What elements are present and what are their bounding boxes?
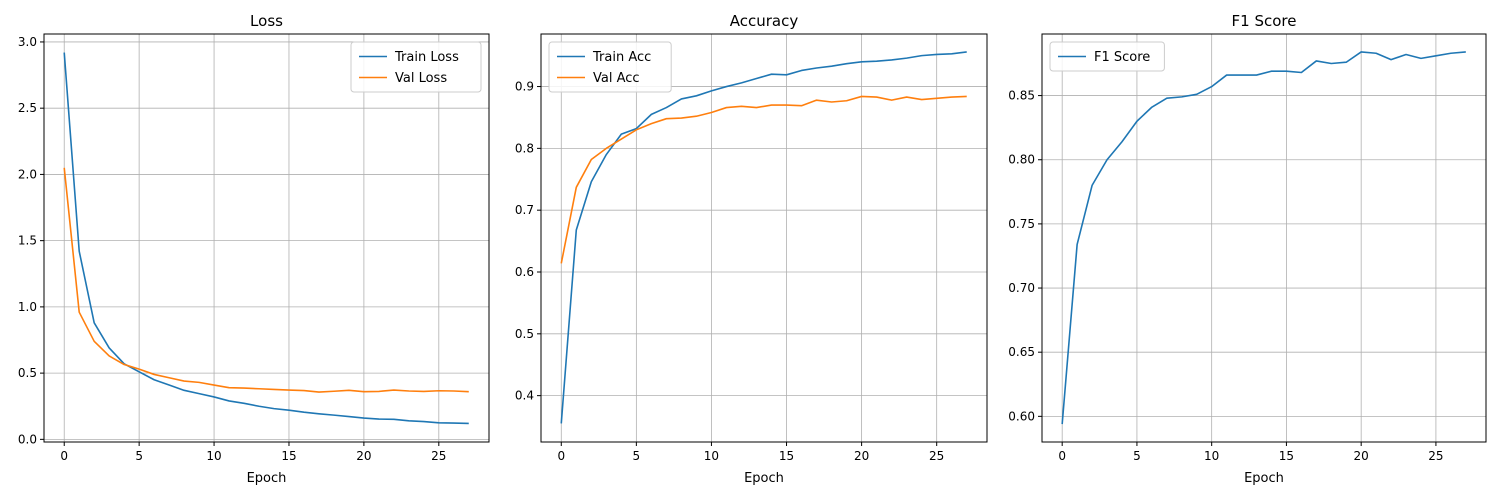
accuracy-x-tick-label: 10 [704, 449, 719, 463]
loss-series-train-loss [63, 52, 469, 425]
f1-score-y-tick-label: 0.80 [1008, 153, 1035, 167]
loss-y-tick-label: 0.0 [18, 432, 37, 446]
loss-legend-box [350, 41, 482, 93]
accuracy-x-tick-label: 0 [557, 449, 565, 463]
accuracy-legend-entry: Train Acc [592, 50, 651, 65]
loss-y-tick-label: 2.5 [18, 101, 37, 115]
loss-x-tick-label: 20 [356, 449, 371, 463]
loss-chart-panel: Loss 0 5 10 15 20 25 0.0 0.5 1.0 1.5 2.0 2.5 3.0 Epoch… [18, 12, 490, 486]
loss-x-tick-label: 15 [281, 449, 296, 463]
accuracy-chart-panel: Accuracy 0 5 10 15 20 25 0.4 0.5 0.6 0.7 0.8 0.9 Epoc… [515, 12, 988, 486]
accuracy-legend-entry: Val Acc [593, 71, 640, 86]
accuracy-y-tick-label: 0.7 [515, 203, 534, 217]
f1-score-chart-panel: F1 Score 0 5 10 15 20 25 0.60 0.65 0.70 0.75 0.80 0.… [1008, 12, 1487, 486]
f1-score-x-axis-label: Epoch [1244, 471, 1284, 486]
accuracy-series-val-acc [560, 95, 967, 264]
accuracy-x-axis-label: Epoch [744, 471, 784, 486]
accuracy-y-tick-label: 0.9 [515, 80, 534, 94]
loss-y-tick-label: 1.5 [18, 234, 37, 248]
f1-score-series-f1-score [1061, 51, 1466, 425]
f1-score-y-tick-label: 0.65 [1008, 345, 1035, 359]
accuracy-y-tick-label: 0.5 [515, 327, 534, 341]
f1-score-y-tick-label: 0.70 [1008, 281, 1035, 295]
f1-score-y-tick-label: 0.60 [1008, 409, 1035, 423]
loss-x-axis-label: Epoch [247, 471, 287, 486]
f1-score-x-tick-label: 20 [1354, 449, 1369, 463]
accuracy-y-tick-label: 0.4 [515, 389, 534, 403]
f1-score-x-tick-label: 0 [1058, 449, 1066, 463]
f1-score-x-tick-label: 10 [1204, 449, 1219, 463]
accuracy-x-tick-label: 15 [779, 449, 794, 463]
loss-legend-entry: Val Loss [395, 71, 447, 86]
loss-x-tick-label: 25 [431, 449, 446, 463]
loss-legend-entry: Train Loss [394, 50, 459, 65]
loss-y-tick-label: 1.0 [18, 300, 37, 314]
f1-score-x-tick-label: 15 [1279, 449, 1294, 463]
f1-score-y-tick-label: 0.75 [1008, 217, 1035, 231]
accuracy-legend: Train Acc Val Acc [548, 41, 672, 93]
loss-x-tick-label: 10 [206, 449, 221, 463]
f1-score-legend: F1 Score [1049, 41, 1165, 72]
f1-score-y-tick-label: 0.85 [1008, 89, 1035, 103]
accuracy-x-tick-label: 25 [929, 449, 944, 463]
loss-x-tick-label: 0 [60, 449, 68, 463]
accuracy-x-tick-label: 5 [633, 449, 641, 463]
accuracy-x-tick-label: 20 [854, 449, 869, 463]
loss-plot-frame [43, 33, 490, 443]
f1-score-x-tick-label: 25 [1428, 449, 1443, 463]
accuracy-chart-title: Accuracy [730, 12, 799, 30]
f1-score-plot-frame [1041, 33, 1487, 443]
f1-score-x-tick-label: 5 [1133, 449, 1141, 463]
loss-y-tick-label: 0.5 [18, 366, 37, 380]
f1-score-chart-title: F1 Score [1232, 12, 1297, 30]
loss-chart-title: Loss [250, 12, 283, 30]
f1-score-legend-entry: F1 Score [1094, 50, 1150, 65]
accuracy-plot-frame [540, 33, 988, 443]
accuracy-y-tick-label: 0.6 [515, 265, 534, 279]
loss-y-tick-label: 2.0 [18, 167, 37, 181]
accuracy-series-train-acc [560, 51, 967, 424]
accuracy-y-tick-label: 0.8 [515, 141, 534, 155]
loss-series-val-loss [63, 167, 469, 393]
loss-legend: Train Loss Val Loss [350, 41, 482, 93]
loss-x-tick-label: 5 [135, 449, 143, 463]
f1-score-legend-box [1049, 41, 1165, 72]
loss-y-tick-label: 3.0 [18, 35, 37, 49]
accuracy-legend-box [548, 41, 672, 93]
